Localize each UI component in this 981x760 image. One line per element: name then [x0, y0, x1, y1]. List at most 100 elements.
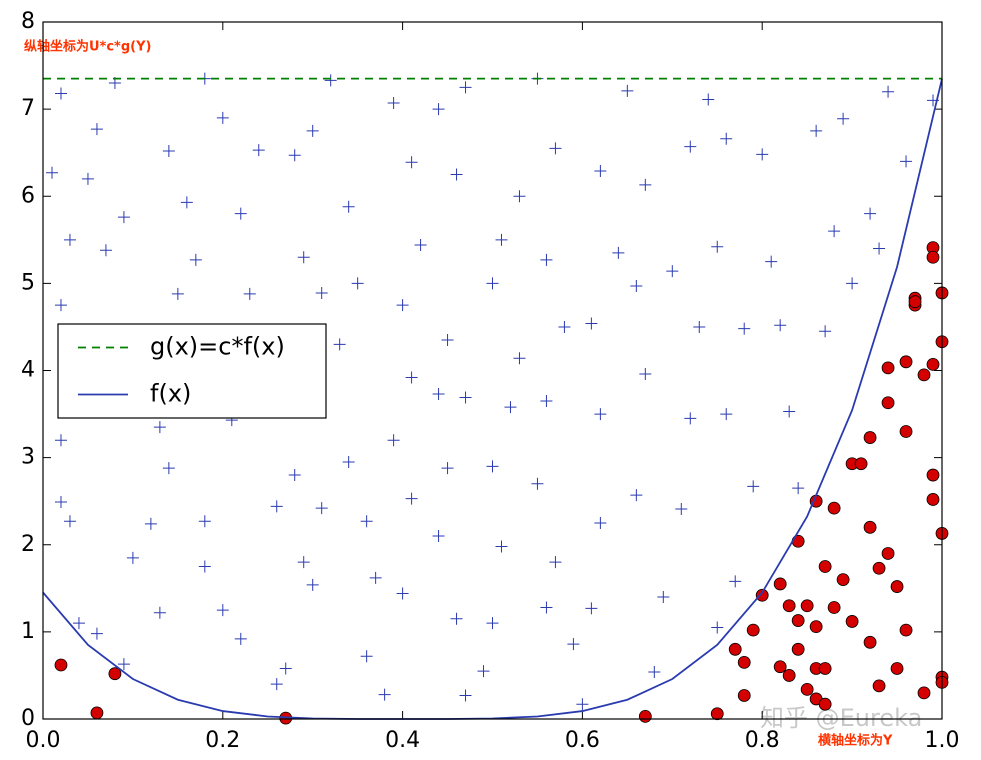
cross-point [306, 578, 319, 591]
cross-point [360, 515, 373, 528]
dot-point [746, 623, 760, 637]
dot-point [908, 295, 922, 309]
cross-point [180, 196, 193, 209]
cross-point [711, 621, 724, 634]
cross-point [513, 190, 526, 203]
cross-point [117, 211, 130, 224]
cross-point [414, 239, 427, 252]
cross-point [54, 299, 67, 312]
cross-point [63, 515, 76, 528]
cross-point [873, 242, 886, 255]
cross-point [162, 144, 175, 157]
cross-point [387, 97, 400, 110]
cross-point [594, 408, 607, 421]
cross-point [441, 462, 454, 475]
y-tick-label: 0 [21, 706, 35, 731]
cross-point [567, 638, 580, 651]
cross-point [279, 662, 292, 675]
cross-point [324, 74, 337, 87]
cross-point [315, 286, 328, 299]
cross-point [63, 233, 76, 246]
cross-point [459, 391, 472, 404]
cross-point [738, 322, 751, 335]
cross-point [774, 319, 787, 332]
y-tick-label: 1 [21, 619, 35, 644]
cross-point [126, 551, 139, 564]
cross-point [405, 492, 418, 505]
cross-point [720, 132, 733, 145]
dot-point [899, 355, 913, 369]
cross-point [387, 434, 400, 447]
cross-point [594, 164, 607, 177]
cross-point [315, 502, 328, 515]
dot-point [881, 547, 895, 560]
y-tick-label: 2 [21, 532, 35, 557]
dot-point [863, 635, 877, 649]
cross-point [486, 460, 499, 473]
dot-point [108, 667, 122, 681]
cross-point [450, 612, 463, 625]
cross-point [639, 367, 652, 380]
cross-point [243, 287, 256, 300]
cross-point [720, 408, 733, 421]
cross-point [666, 265, 679, 278]
cross-point [270, 678, 283, 691]
cross-point [162, 462, 175, 475]
cross-point [549, 142, 562, 155]
cross-point [531, 477, 544, 490]
cross-point [693, 320, 706, 333]
cross-point [765, 255, 778, 268]
dot-point [737, 655, 751, 669]
dot-point [710, 707, 724, 721]
cross-point [378, 688, 391, 701]
dot-point [638, 709, 652, 723]
cross-point [198, 560, 211, 573]
cross-point [756, 148, 769, 161]
cross-point [684, 140, 697, 153]
plot-frame [42, 21, 943, 720]
cross-point [333, 338, 346, 351]
cross-point [153, 606, 166, 619]
x-tick-label: 1.0 [925, 728, 960, 753]
cross-point [837, 112, 850, 125]
cross-point [729, 575, 742, 588]
cross-point [513, 352, 526, 365]
dot-point [917, 368, 931, 382]
cross-point [630, 279, 643, 292]
cross-point [657, 591, 670, 604]
cross-point [486, 617, 499, 630]
cross-point [504, 401, 517, 414]
dot-point [818, 697, 832, 711]
cross-point [342, 455, 355, 468]
cross-point [540, 601, 553, 614]
cross-point [234, 632, 247, 645]
cross-point [864, 207, 877, 220]
cross-point [594, 516, 607, 529]
cross-point [828, 225, 841, 238]
cross-point [450, 168, 463, 181]
dot-point [773, 577, 787, 591]
y-tick-label: 7 [21, 96, 35, 121]
dot-point [755, 588, 769, 602]
dot-point [791, 642, 805, 656]
dot-point [827, 601, 841, 614]
cross-point [612, 246, 625, 259]
dot-point [800, 599, 814, 613]
cross-point [630, 489, 643, 502]
cross-point [396, 587, 409, 600]
cross-point [216, 111, 229, 124]
cross-point [783, 405, 796, 418]
cross-point [270, 500, 283, 513]
dot-point [926, 468, 940, 482]
dot-point [863, 431, 877, 444]
cross-point [702, 93, 715, 106]
dot-point [818, 662, 832, 675]
cross-point [576, 698, 589, 711]
cross-point [819, 325, 832, 338]
dot-point [737, 689, 751, 702]
cross-point [54, 496, 67, 509]
dot-point [863, 520, 877, 534]
x-tick-label: 0.4 [385, 728, 420, 753]
cross-point [747, 480, 760, 493]
y-tick-label: 4 [21, 358, 35, 383]
